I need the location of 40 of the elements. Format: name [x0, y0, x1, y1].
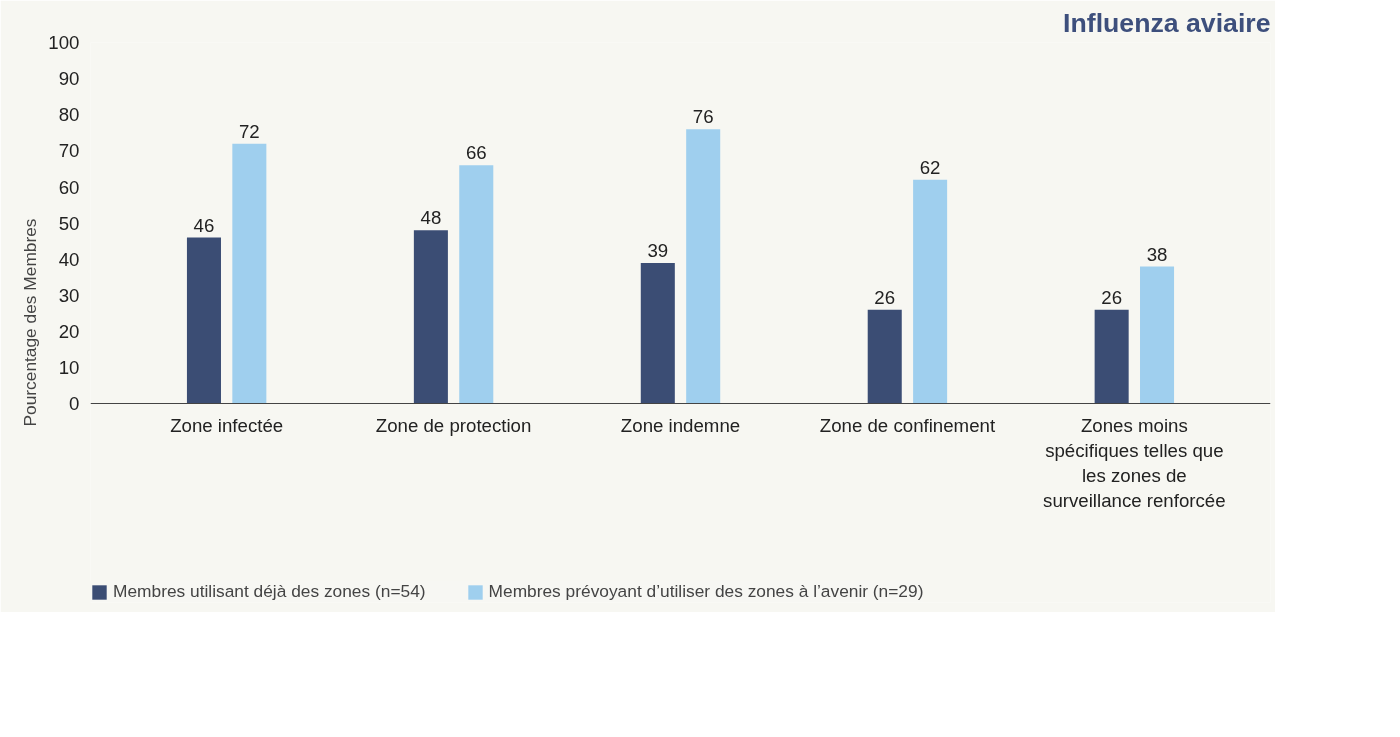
data-label: 48	[420, 207, 442, 229]
x-tick-label: Zone de confinement	[819, 414, 996, 436]
y-tick-label: 30	[58, 284, 80, 306]
bar	[459, 165, 494, 404]
y-tick-label: 50	[58, 212, 80, 234]
data-label: 76	[692, 106, 714, 128]
data-label: 26	[1101, 286, 1123, 308]
y-tick-label: 70	[58, 140, 80, 162]
data-label: 72	[238, 120, 260, 142]
bar	[232, 143, 267, 404]
x-tick-label: Zone infectée	[170, 414, 284, 436]
x-tick-label: Zone indemne	[620, 414, 741, 436]
bar	[413, 230, 448, 404]
bar	[1140, 266, 1175, 404]
y-tick-label: 60	[58, 176, 80, 198]
legend-label: Membres utilisant déjà des zones (n=54)	[113, 581, 426, 602]
y-tick-label: 40	[58, 248, 80, 270]
data-label: 62	[919, 156, 941, 178]
data-label: 66	[465, 142, 487, 164]
bar	[640, 262, 675, 404]
y-tick-label: 100	[48, 32, 80, 53]
data-label: 38	[1146, 243, 1168, 265]
data-label: 46	[193, 214, 215, 236]
data-label: 26	[874, 286, 896, 308]
bar	[186, 237, 221, 404]
y-tick-label: 0	[69, 393, 80, 415]
bar	[1094, 309, 1129, 404]
x-tick-label: Zones moins spécifiques telles que les zones de surveillance renforcée	[1043, 414, 1226, 512]
x-tick-label: Zone de protection	[375, 414, 532, 436]
legend-label: Membres prévoyant d’utiliser des zones à l’avenir (n=29)	[488, 581, 924, 602]
bar	[686, 129, 721, 404]
y-tick-label: 80	[58, 104, 80, 126]
y-axis-title: Pourcentage des Membres	[20, 218, 41, 427]
y-tick-label: 90	[58, 68, 80, 90]
y-tick-label: 20	[58, 321, 80, 343]
data-label: 39	[647, 239, 669, 261]
bar	[913, 179, 948, 404]
chart-title: Influenza aviaire	[1063, 7, 1271, 38]
y-tick-label: 10	[58, 357, 80, 379]
bar	[867, 309, 902, 404]
